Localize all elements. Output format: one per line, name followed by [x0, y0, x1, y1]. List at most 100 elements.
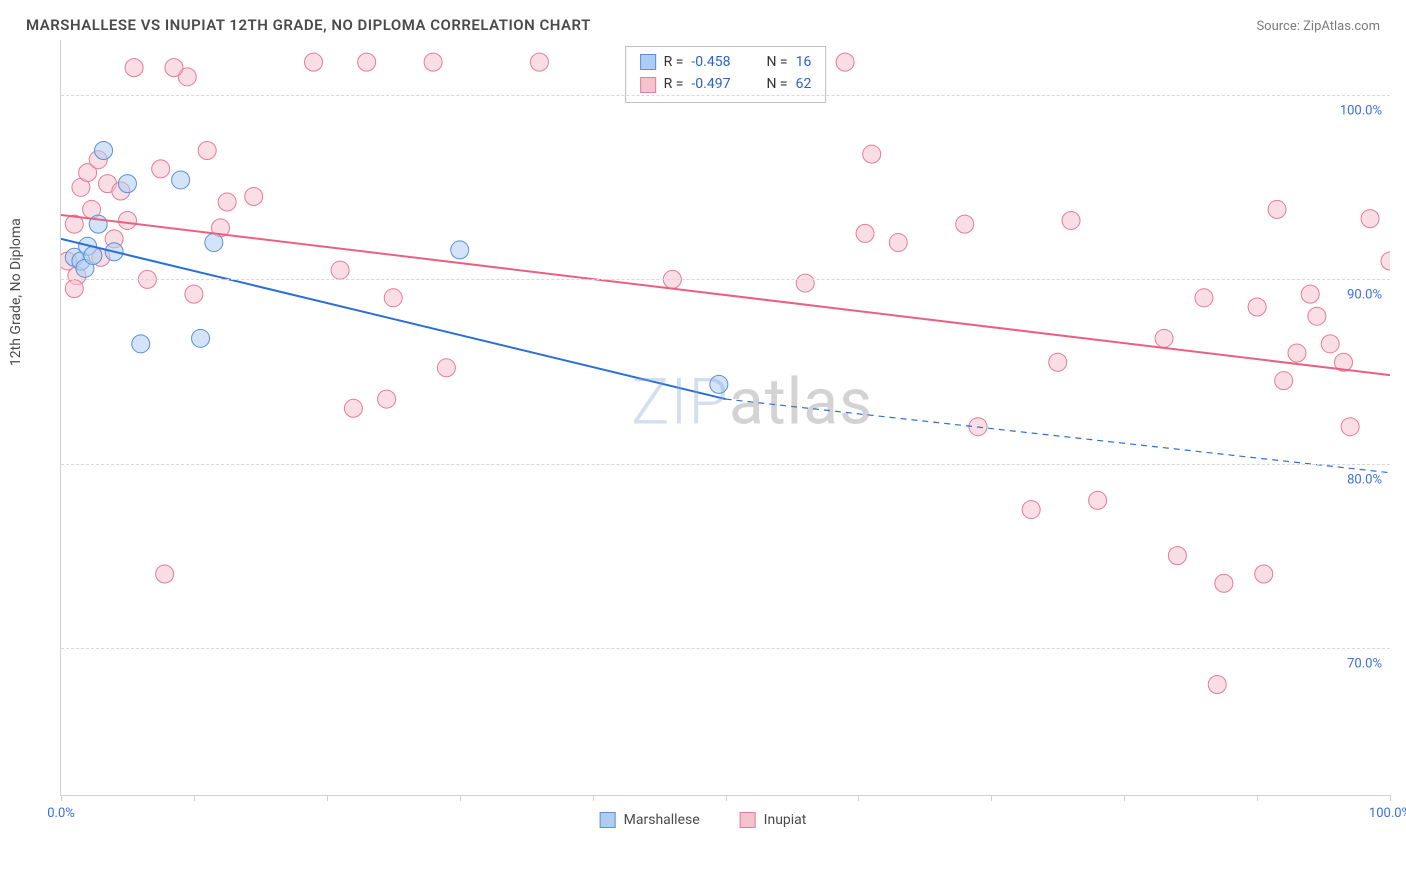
stat-r-label: R = — [664, 73, 684, 95]
x-tick — [194, 795, 195, 801]
x-tick-label: 0.0% — [47, 806, 75, 821]
data-point — [344, 399, 362, 417]
x-tick — [1390, 795, 1391, 801]
data-point — [84, 246, 102, 264]
stat-n-label: N = — [766, 73, 787, 95]
x-tick — [327, 795, 328, 801]
stats-row: R = -0.458 N = 16 — [640, 51, 812, 73]
data-point — [125, 59, 143, 77]
data-point — [1268, 200, 1286, 218]
data-point — [1195, 289, 1213, 307]
data-point — [218, 193, 236, 211]
data-point — [1049, 353, 1067, 371]
source-attribution: Source: ZipAtlas.com — [1256, 19, 1380, 34]
plot-container: 12th Grade, No Diploma ZIPatlas R =-0.45… — [16, 40, 1390, 840]
data-point — [245, 188, 263, 206]
data-point — [1381, 252, 1390, 270]
data-point — [118, 211, 136, 229]
data-point — [185, 285, 203, 303]
data-point — [1248, 298, 1266, 316]
data-point — [1301, 285, 1319, 303]
stat-r-value: -0.458 — [691, 51, 730, 73]
data-point — [1321, 335, 1339, 353]
chart-title: MARSHALLESE VS INUPIAT 12TH GRADE, NO DI… — [26, 16, 591, 34]
plot-area: ZIPatlas R =-0.458N =16R =-0.497N =62 70… — [60, 40, 1390, 796]
y-tick-label: 80.0% — [1347, 472, 1382, 487]
legend-item: Marshallese — [600, 812, 700, 828]
data-point — [192, 329, 210, 347]
legend-label: Marshallese — [624, 812, 700, 828]
data-point — [331, 261, 349, 279]
data-point — [95, 141, 113, 159]
y-tick-label: 70.0% — [1347, 656, 1382, 671]
data-point — [856, 224, 874, 242]
data-point — [358, 53, 376, 71]
data-point — [451, 241, 469, 259]
data-point — [956, 215, 974, 233]
data-point — [796, 274, 814, 292]
stat-r-label: R = — [664, 51, 684, 73]
data-point — [1022, 501, 1040, 519]
data-point — [710, 375, 728, 393]
data-point — [156, 565, 174, 583]
x-tick — [1124, 795, 1125, 801]
data-point — [1275, 372, 1293, 390]
data-point — [152, 160, 170, 178]
stat-n-label: N = — [766, 51, 787, 73]
legend: Marshallese Inupiat — [600, 812, 807, 828]
x-tick-label: 100.0% — [1369, 806, 1406, 821]
x-tick — [858, 795, 859, 801]
stat-n-value: 16 — [796, 51, 812, 73]
data-point — [437, 359, 455, 377]
stat-swatch — [640, 77, 656, 93]
data-point — [424, 53, 442, 71]
data-point — [836, 53, 854, 71]
data-point — [1361, 210, 1379, 228]
data-point — [889, 234, 907, 252]
data-point — [1308, 307, 1326, 325]
stats-row: R = -0.497 N = 62 — [640, 73, 812, 95]
trend-line-extrapolated — [726, 399, 1391, 473]
x-tick — [460, 795, 461, 801]
legend-swatch — [600, 812, 616, 828]
stat-n-value: 62 — [796, 73, 812, 95]
gridline — [61, 648, 1390, 649]
source-label: Source: — [1256, 19, 1299, 34]
data-point — [530, 53, 548, 71]
legend-item: Inupiat — [740, 812, 807, 828]
plot-svg — [61, 40, 1390, 795]
trend-line — [61, 239, 726, 399]
data-point — [172, 171, 190, 189]
gridline — [61, 464, 1390, 465]
stat-swatch — [640, 54, 656, 70]
x-tick — [61, 795, 62, 801]
x-tick — [593, 795, 594, 801]
gridline — [61, 95, 1390, 96]
source-name: ZipAtlas.com — [1303, 19, 1380, 34]
y-axis-label: 12th Grade, No Diploma — [8, 218, 24, 366]
data-point — [1288, 344, 1306, 362]
data-point — [1255, 565, 1273, 583]
data-point — [1155, 329, 1173, 347]
x-tick — [1257, 795, 1258, 801]
data-point — [863, 145, 881, 163]
y-tick-label: 100.0% — [1340, 104, 1382, 119]
data-point — [1208, 676, 1226, 694]
data-point — [384, 289, 402, 307]
legend-swatch — [740, 812, 756, 828]
data-point — [198, 141, 216, 159]
data-point — [65, 280, 83, 298]
x-tick — [991, 795, 992, 801]
data-point — [1062, 211, 1080, 229]
data-point — [118, 175, 136, 193]
data-point — [1341, 418, 1359, 436]
correlation-chart: MARSHALLESE VS INUPIAT 12TH GRADE, NO DI… — [16, 16, 1390, 876]
data-point — [378, 390, 396, 408]
y-tick-label: 90.0% — [1347, 288, 1382, 303]
stat-r-value: -0.497 — [691, 73, 730, 95]
trend-line — [61, 215, 1390, 375]
title-row: MARSHALLESE VS INUPIAT 12TH GRADE, NO DI… — [16, 16, 1390, 40]
data-point — [132, 335, 150, 353]
x-tick — [726, 795, 727, 801]
data-point — [305, 53, 323, 71]
